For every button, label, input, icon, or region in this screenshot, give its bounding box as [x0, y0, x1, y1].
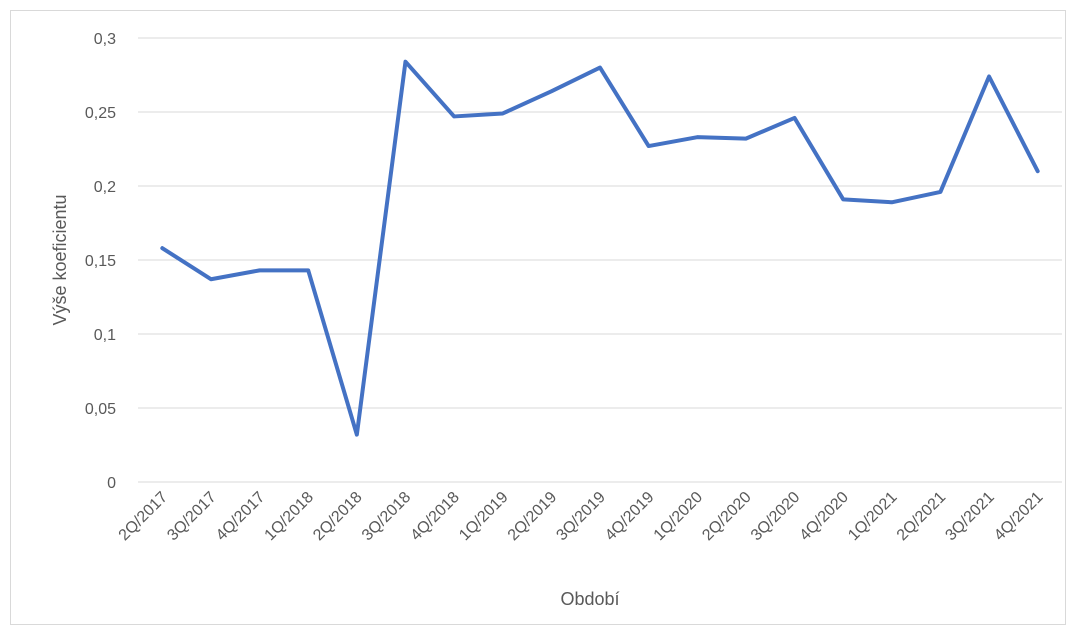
y-tick-label: 0,25: [85, 105, 116, 122]
y-tick-label: 0,1: [94, 327, 116, 344]
y-tick-label: 0: [107, 475, 116, 492]
y-tick-label: 0,3: [94, 31, 116, 48]
y-tick-label: 0,15: [85, 253, 116, 270]
y-tick-label: 0,05: [85, 401, 116, 418]
y-axis-label: Výše koeficientu: [50, 194, 70, 325]
y-tick-label: 0,2: [94, 179, 116, 196]
chart-border: [10, 10, 1066, 625]
data-line: [160, 59, 1040, 437]
x-axis-label: Období: [560, 589, 619, 609]
